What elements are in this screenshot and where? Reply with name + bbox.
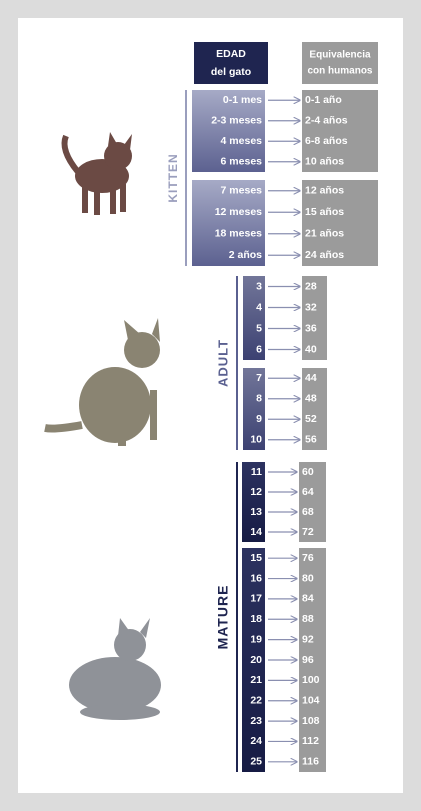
human-age: 40 xyxy=(305,343,317,355)
human-age: 24 años xyxy=(305,249,344,261)
cat-age: 18 meses xyxy=(215,228,262,240)
cat-age: 6 xyxy=(256,343,262,355)
human-age: 28 xyxy=(305,280,317,292)
cat-age: 20 xyxy=(250,654,262,666)
human-age: 2-4 años xyxy=(305,115,348,127)
human-age: 80 xyxy=(302,572,314,584)
human-age: 96 xyxy=(302,654,314,666)
cat-age: 6 meses xyxy=(221,156,263,168)
human-age: 88 xyxy=(302,613,314,625)
group-label: KITTEN xyxy=(166,153,180,202)
cat-age: 7 meses xyxy=(221,185,263,197)
human-age: 64 xyxy=(302,486,314,498)
cat-age: 24 xyxy=(250,735,262,747)
cat-age: 11 xyxy=(251,466,262,478)
human-age: 68 xyxy=(302,506,314,518)
human-age: 60 xyxy=(302,466,314,478)
cat-age: 14 xyxy=(250,526,262,538)
human-age: 84 xyxy=(302,593,314,605)
human-age: 76 xyxy=(302,552,314,564)
group-label: ADULT xyxy=(215,339,230,387)
human-age: 10 años xyxy=(305,156,344,168)
cat-age: 15 xyxy=(250,552,262,564)
cat-age: 22 xyxy=(250,695,262,707)
cat-age: 19 xyxy=(250,633,262,645)
human-age: 112 xyxy=(302,735,319,747)
human-age: 92 xyxy=(302,633,314,645)
human-age: 100 xyxy=(302,674,320,686)
human-age: 56 xyxy=(305,434,317,446)
cat-age: 8 xyxy=(256,393,262,405)
cat-age: 13 xyxy=(250,506,262,518)
cat-age: 0-1 mes xyxy=(223,94,262,106)
human-age: 0-1 año xyxy=(305,94,342,106)
infographic: EDAD del gato Equivalencia con humanos K… xyxy=(0,0,421,811)
cat-age: 9 xyxy=(256,413,262,425)
cat-age: 5 xyxy=(256,322,262,334)
human-age: 108 xyxy=(302,715,320,727)
human-age: 15 años xyxy=(305,206,344,218)
cat-age: 12 meses xyxy=(215,206,262,218)
human-age-header: con humanos xyxy=(307,66,372,77)
human-age: 36 xyxy=(305,322,317,334)
human-age: 72 xyxy=(302,526,314,538)
cat-age: 3 xyxy=(256,280,262,292)
cat-age: 21 xyxy=(250,674,262,686)
cat-age: 12 xyxy=(250,486,262,498)
cat-age: 2 años xyxy=(229,249,262,261)
human-age: 44 xyxy=(305,372,317,384)
human-age: 52 xyxy=(305,413,317,425)
cat-age-header: del gato xyxy=(211,66,251,78)
cat-age: 16 xyxy=(250,572,262,584)
human-age-header: Equivalencia xyxy=(309,50,371,61)
cat-age: 10 xyxy=(250,434,262,446)
human-age: 48 xyxy=(305,393,317,405)
cat-age: 2-3 meses xyxy=(211,115,262,127)
human-age: 21 años xyxy=(305,228,344,240)
cat-age: 18 xyxy=(250,613,262,625)
human-age: 116 xyxy=(302,756,319,768)
cat-age: 23 xyxy=(250,715,262,727)
cat-age-header: EDAD xyxy=(216,48,246,60)
human-age: 32 xyxy=(305,301,317,313)
cat-age: 4 meses xyxy=(221,135,263,147)
cat-age: 17 xyxy=(250,593,262,605)
cat-age: 25 xyxy=(250,756,262,768)
cat-age: 4 xyxy=(256,301,262,313)
human-age-header-box xyxy=(302,42,378,84)
human-age: 12 años xyxy=(305,185,344,197)
human-age: 104 xyxy=(302,695,320,707)
group-label: MATURE xyxy=(215,585,231,650)
cat-age: 7 xyxy=(256,372,262,384)
human-age: 6-8 años xyxy=(305,135,348,147)
